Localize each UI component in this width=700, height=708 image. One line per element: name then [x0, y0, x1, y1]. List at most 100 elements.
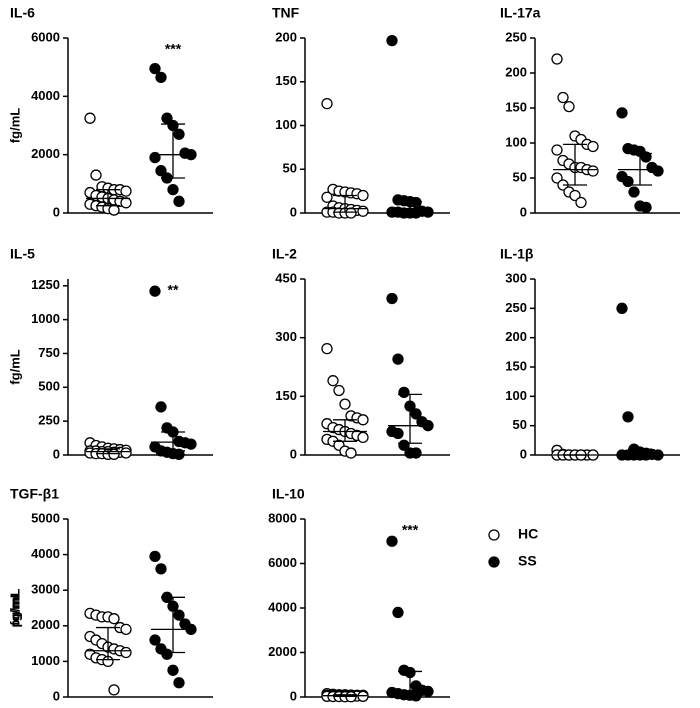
y-tick-label: 250: [38, 413, 60, 428]
y-tick-label: 8000: [268, 510, 297, 525]
y-tick-label: 200: [275, 29, 297, 44]
data-point: [410, 690, 422, 702]
data-point: [120, 646, 132, 659]
panel-title: IL-2: [272, 246, 297, 262]
data-point: [149, 550, 161, 563]
significance: ***: [165, 41, 182, 57]
data-point: [155, 563, 167, 575]
y-tick-label: 250: [505, 29, 527, 44]
significance: ***: [402, 522, 419, 538]
data-point: [149, 285, 161, 297]
significance: **: [168, 282, 179, 298]
y-tick-label: 300: [275, 329, 297, 344]
data-point: [587, 140, 599, 153]
data-point: [120, 623, 132, 636]
data-point: [410, 447, 422, 459]
y-tick-label: 1000: [31, 311, 60, 326]
data-point: [149, 634, 161, 646]
data-point: [357, 189, 369, 202]
y-tick-label: 1000: [31, 653, 60, 668]
y-tick-label: 6000: [268, 555, 297, 570]
data-point: [622, 411, 634, 423]
data-point: [120, 185, 132, 197]
data-point: [173, 128, 185, 140]
y-tick-label: 0: [53, 446, 60, 461]
y-tick-label: 500: [38, 379, 60, 394]
data-point: [173, 609, 185, 621]
y-tick-label: 0: [520, 446, 527, 461]
data-point: [120, 197, 132, 209]
y-tick-label: 5000: [31, 510, 60, 525]
data-point: [386, 292, 398, 305]
y-tick-label: 100: [505, 388, 527, 403]
y-tick-label: 0: [290, 688, 297, 703]
data-point: [173, 677, 185, 689]
data-point: [161, 112, 173, 124]
data-point: [569, 189, 581, 202]
data-point: [345, 447, 357, 459]
data-point: [392, 353, 404, 365]
y-tick-label: 6000: [31, 29, 60, 44]
y-tick-label: 300: [505, 270, 527, 285]
y-tick-label: 0: [290, 204, 297, 219]
panel-title: IL-5: [10, 246, 35, 262]
data-point: [551, 172, 563, 184]
data-point: [640, 151, 652, 163]
data-point: [357, 414, 369, 426]
y-tick-label: 450: [275, 270, 297, 285]
data-point: [392, 606, 404, 619]
data-point: [108, 684, 120, 696]
y-tick-label: 3000: [31, 582, 60, 597]
data-point: [410, 196, 422, 209]
data-point: [616, 107, 628, 119]
data-point: [398, 386, 410, 399]
y-tick-label: 1250: [31, 277, 60, 292]
y-tick-label: 50: [513, 417, 527, 432]
data-point: [84, 112, 96, 124]
y-tick-label: 100: [505, 134, 527, 149]
data-point: [628, 186, 640, 198]
y-tick-label: 4000: [31, 88, 60, 103]
data-point: [640, 201, 652, 214]
y-tick-label: 750: [38, 345, 60, 360]
y-tick-label: 2000: [31, 617, 60, 632]
panel-title: IL-10: [272, 486, 305, 502]
y-tick-label: 0: [520, 204, 527, 219]
data-point: [167, 184, 179, 196]
data-point: [616, 302, 628, 314]
legend-marker: [488, 556, 500, 568]
data-point: [90, 169, 102, 181]
data-point: [173, 448, 185, 460]
data-point: [149, 62, 161, 75]
y-tick-label: 4000: [31, 546, 60, 561]
panel-title: IL-6: [10, 5, 35, 21]
data-point: [155, 165, 167, 177]
data-point: [339, 398, 351, 410]
legend-label: HC: [518, 526, 538, 542]
data-point: [410, 408, 422, 420]
y-tick-label: 150: [275, 388, 297, 403]
y-tick-label: 150: [505, 99, 527, 114]
y-tick-label: 150: [275, 73, 297, 88]
y-tick-label: 50: [283, 161, 297, 176]
y-axis-label: pg/mL: [7, 588, 22, 627]
data-point: [108, 448, 120, 460]
data-point: [108, 613, 120, 625]
data-point: [551, 53, 563, 65]
y-axis-label: fg/mL: [7, 349, 22, 384]
data-point: [321, 342, 333, 355]
y-axis-label: fg/mL: [7, 108, 22, 143]
data-point: [575, 196, 587, 209]
data-point: [345, 207, 357, 219]
data-point: [155, 401, 167, 413]
legend-marker: [488, 529, 500, 541]
y-tick-label: 250: [505, 300, 527, 315]
data-point: [167, 664, 179, 676]
data-point: [551, 144, 563, 156]
y-tick-label: 200: [505, 64, 527, 79]
y-tick-label: 2000: [31, 146, 60, 161]
panel-title: IL-17a: [500, 5, 541, 21]
data-point: [386, 34, 398, 47]
y-axis-label: fg/mL: [7, 590, 22, 625]
